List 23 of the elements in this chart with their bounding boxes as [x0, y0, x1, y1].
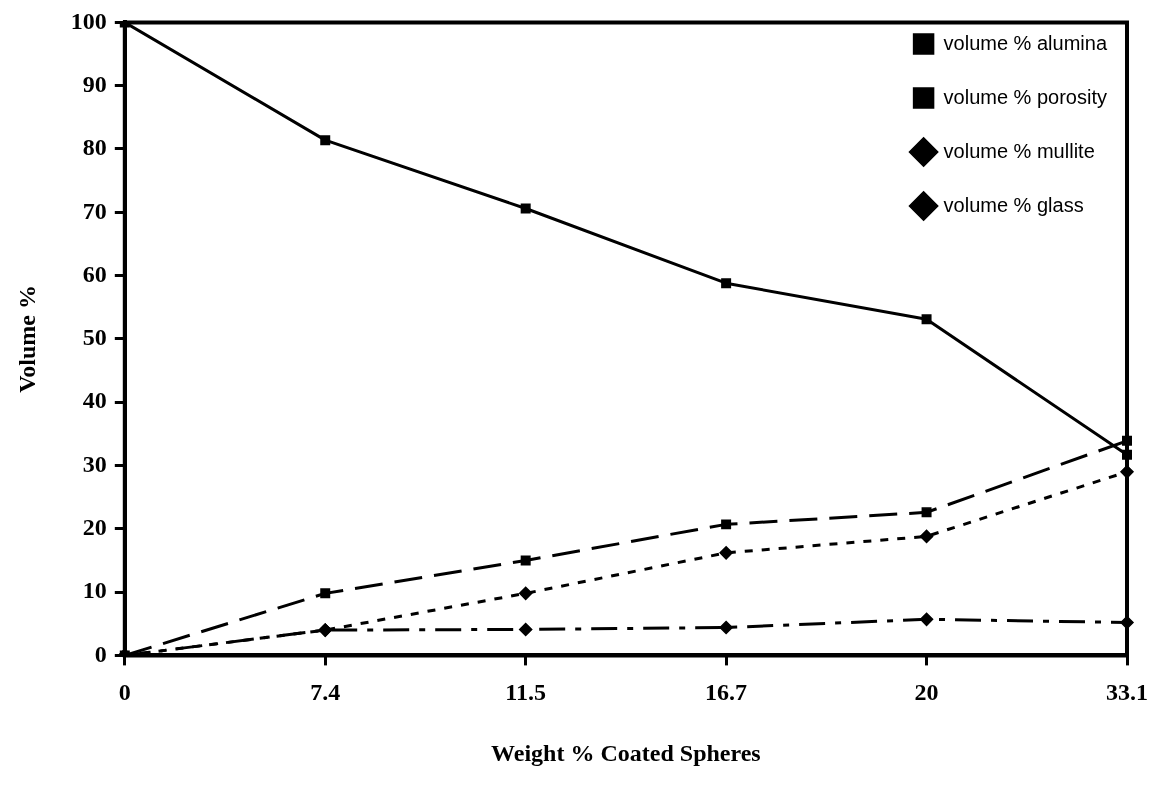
y-axis-title: Volume % [13, 285, 40, 393]
legend-label: volume % mullite [943, 139, 1095, 162]
y-tick-label: 0 [94, 640, 107, 667]
legend-label: volume % glass [943, 193, 1084, 216]
y-tick-label: 30 [82, 450, 107, 477]
x-tick-label: 7.4 [310, 679, 341, 705]
y-tick-label: 90 [82, 70, 107, 97]
y-tick-label: 20 [82, 514, 107, 540]
y-tick-label: 80 [82, 134, 107, 161]
x-tick-label: 11.5 [505, 679, 547, 705]
y-tick-label: 10 [82, 577, 107, 604]
y-tick-label: 100 [70, 7, 107, 34]
legend-label: volume % porosity [943, 85, 1107, 108]
y-tick-label: 50 [82, 324, 107, 351]
x-tick-label: 0 [118, 679, 131, 705]
x-axis-title: Weight % Coated Spheres [491, 739, 761, 766]
x-tick-label: 33.1 [1106, 679, 1148, 705]
y-tick-label: 60 [82, 260, 107, 287]
y-tick-label: 70 [82, 197, 107, 224]
legend-label: volume % alumina [943, 31, 1108, 54]
x-tick-label: 16.7 [705, 679, 748, 705]
y-tick-label: 40 [82, 387, 107, 414]
x-tick-label: 20 [914, 679, 939, 705]
